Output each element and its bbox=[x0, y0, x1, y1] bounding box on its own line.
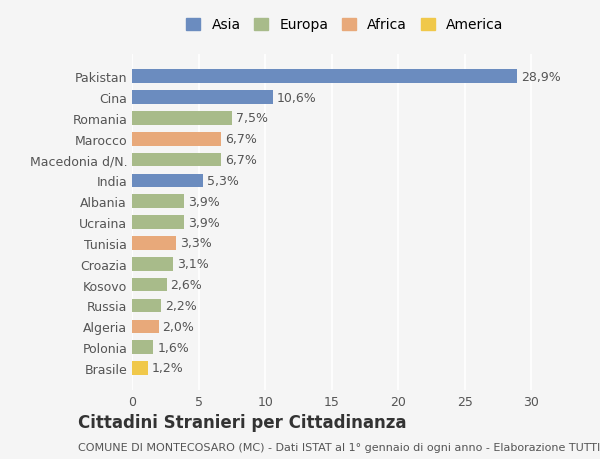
Bar bbox=[132, 320, 158, 333]
Text: 2,2%: 2,2% bbox=[165, 299, 197, 312]
Text: 6,7%: 6,7% bbox=[225, 133, 257, 146]
Text: 2,6%: 2,6% bbox=[170, 279, 202, 291]
Bar bbox=[132, 278, 167, 292]
Bar bbox=[132, 70, 517, 84]
Bar bbox=[132, 341, 154, 354]
Text: 1,6%: 1,6% bbox=[157, 341, 189, 354]
Text: 6,7%: 6,7% bbox=[225, 154, 257, 167]
Text: 3,1%: 3,1% bbox=[177, 257, 209, 271]
Text: 3,9%: 3,9% bbox=[188, 196, 220, 208]
Bar bbox=[132, 361, 148, 375]
Bar bbox=[132, 216, 184, 230]
Text: 3,3%: 3,3% bbox=[180, 237, 212, 250]
Bar bbox=[132, 195, 184, 208]
Text: 10,6%: 10,6% bbox=[277, 91, 317, 104]
Bar bbox=[132, 153, 221, 167]
Bar bbox=[132, 174, 203, 188]
Bar bbox=[132, 133, 221, 146]
Text: COMUNE DI MONTECOSARO (MC) - Dati ISTAT al 1° gennaio di ogni anno - Elaborazion: COMUNE DI MONTECOSARO (MC) - Dati ISTAT … bbox=[78, 442, 600, 452]
Bar bbox=[132, 299, 161, 313]
Text: 3,9%: 3,9% bbox=[188, 216, 220, 229]
Text: 5,3%: 5,3% bbox=[206, 174, 238, 188]
Bar bbox=[132, 91, 273, 105]
Bar bbox=[132, 237, 176, 250]
Bar bbox=[132, 257, 173, 271]
Text: 1,2%: 1,2% bbox=[152, 362, 184, 375]
Text: Cittadini Stranieri per Cittadinanza: Cittadini Stranieri per Cittadinanza bbox=[78, 413, 407, 431]
Text: 2,0%: 2,0% bbox=[163, 320, 194, 333]
Text: 28,9%: 28,9% bbox=[521, 71, 560, 84]
Legend: Asia, Europa, Africa, America: Asia, Europa, Africa, America bbox=[187, 18, 503, 33]
Bar bbox=[132, 112, 232, 125]
Text: 7,5%: 7,5% bbox=[236, 112, 268, 125]
